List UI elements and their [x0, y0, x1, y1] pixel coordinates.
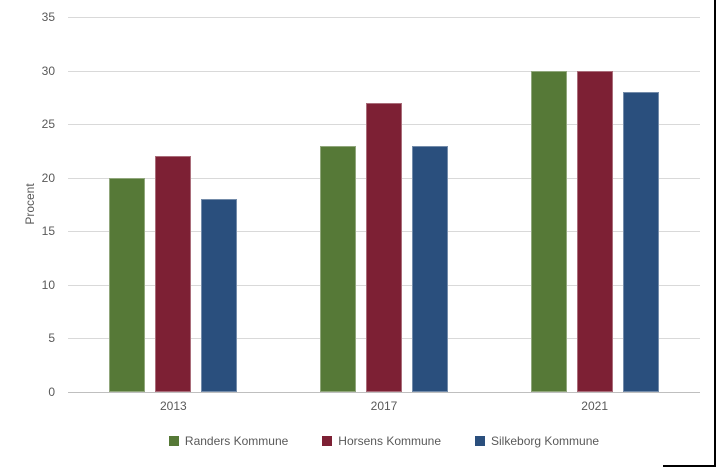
y-axis-title: Procent: [23, 183, 37, 225]
y-tick-label: 0: [48, 385, 55, 399]
legend-swatch-icon: [168, 436, 179, 446]
legend-item: Horsens Kommune: [322, 434, 441, 448]
bar-horsens-2021: [576, 70, 613, 392]
gridline: [68, 17, 700, 18]
bar-randers-2017: [320, 145, 356, 392]
x-axis-line: [68, 392, 700, 393]
screenshot-right-edge: [714, 0, 716, 467]
legend-swatch-icon: [475, 436, 486, 446]
legend-item: Silkeborg Kommune: [475, 434, 599, 448]
y-tick-label: 35: [41, 10, 55, 24]
x-tick-label: 2017: [370, 399, 398, 413]
bar-randers-2013: [109, 177, 146, 392]
bar-horsens-2013: [155, 156, 192, 392]
gridline: [68, 70, 700, 72]
bar-randers-2021: [530, 70, 567, 392]
bar-silkeborg-2017: [412, 145, 448, 392]
y-tick-label: 5: [48, 331, 55, 346]
x-tick-label: 2021: [581, 399, 608, 413]
bar-silkeborg-2021: [622, 92, 659, 392]
plot-area: [68, 17, 700, 393]
legend-swatch-icon: [322, 436, 333, 446]
legend-label: Silkeborg Kommune: [491, 434, 600, 448]
y-tick-label: 10: [41, 277, 55, 292]
legend-label: Horsens Kommune: [338, 434, 442, 448]
x-tick-label: 2013: [159, 399, 187, 413]
y-tick-label: 25: [41, 117, 55, 132]
legend-item: Randers Kommune: [168, 434, 289, 448]
y-tick-label: 20: [41, 170, 55, 185]
screenshot-bottom-edge: [663, 465, 716, 467]
legend-label: Randers Kommune: [184, 434, 289, 448]
legend: Randers Kommune Horsens Kommune Silkeborg …: [68, 434, 700, 448]
bar-silkeborg-2013: [201, 199, 238, 392]
y-tick-label: 15: [41, 224, 55, 239]
bar-horsens-2017: [366, 102, 402, 392]
y-tick-label: 30: [41, 63, 55, 78]
